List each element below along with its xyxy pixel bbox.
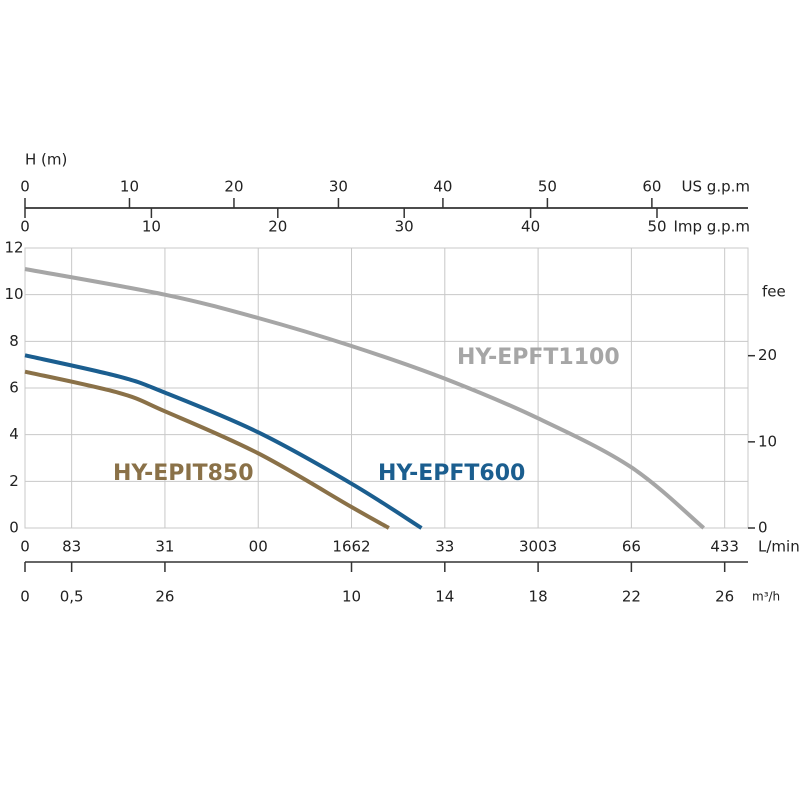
x-axis-tick-label: 18 — [529, 588, 548, 606]
y-tick-label: 0 — [9, 519, 19, 537]
x-axis-tick-label: 0 — [20, 218, 30, 236]
series-label: HY-EPIT850 — [113, 461, 254, 486]
y2-tick-label: 20 — [758, 346, 777, 364]
x-axis-tick-label: 0,5 — [60, 588, 84, 606]
x-axis-title: Imp g.p.m — [673, 218, 750, 236]
x-axis-tick-label: 20 — [268, 218, 287, 236]
x-axis-tick-label: 50 — [538, 178, 557, 196]
x-tick-label: 1662 — [332, 538, 370, 556]
y-tick-label: 12 — [4, 239, 23, 257]
y-axis-title: H (m) — [25, 151, 67, 169]
x-axis-title: m³/h — [752, 590, 780, 604]
series-line — [24, 267, 705, 530]
x-tick-label: 00 — [249, 538, 268, 556]
x-axis-tick-label: 0 — [20, 588, 30, 606]
y2-axis-title: fee — [762, 283, 786, 301]
x-tick-label: 33 — [435, 538, 454, 556]
x-tick-label: 66 — [622, 538, 641, 556]
x-tick-label: 31 — [155, 538, 174, 556]
x-axis-tick-label: 60 — [642, 178, 661, 196]
x-axis-tick-label: 22 — [622, 588, 641, 606]
y2-tick-label: 0 — [758, 519, 768, 537]
x-axis-tick-label: 14 — [435, 588, 454, 606]
x-axis-tick-label: 40 — [521, 218, 540, 236]
x-axis-tick-label: 0 — [20, 178, 30, 196]
x-tick-label: 0 — [20, 538, 30, 556]
x-axis-tick-label: 26 — [715, 588, 734, 606]
y-tick-label: 6 — [9, 379, 19, 397]
series-line — [24, 353, 423, 530]
x-axis-tick-label: 20 — [224, 178, 243, 196]
y-tick-label: 2 — [9, 472, 19, 490]
x-axis-tick-label: 10 — [142, 218, 161, 236]
x-axis-tick-label: 30 — [329, 178, 348, 196]
series-label: HY-EPFT600 — [378, 461, 525, 486]
x-axis-tick-label: 10 — [342, 588, 361, 606]
y-tick-label: 10 — [4, 285, 23, 303]
series-label: HY-EPFT1100 — [457, 345, 620, 370]
x-axis-tick-label: 30 — [395, 218, 414, 236]
x-axis-title: US g.p.m — [682, 178, 750, 196]
x-tick-label: 433 — [710, 538, 739, 556]
y-tick-label: 4 — [9, 425, 19, 443]
x-axis-tick-label: 50 — [647, 218, 666, 236]
x-axis-title: L/min — [758, 538, 800, 556]
x-axis-tick-label: 10 — [120, 178, 139, 196]
x-tick-label: 83 — [62, 538, 81, 556]
x-tick-label: 3003 — [519, 538, 557, 556]
y2-tick-label: 10 — [758, 432, 777, 450]
series-line — [24, 369, 390, 530]
x-axis-tick-label: 40 — [433, 178, 452, 196]
x-axis-tick-label: 26 — [155, 588, 174, 606]
y-tick-label: 8 — [9, 332, 19, 350]
